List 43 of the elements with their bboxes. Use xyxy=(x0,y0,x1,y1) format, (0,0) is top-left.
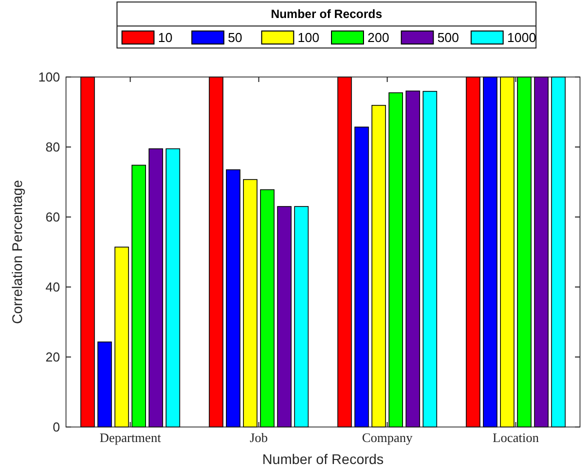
legend-label: 50 xyxy=(228,30,242,45)
bar xyxy=(294,206,309,428)
y-axis-title: Correlation Percentage xyxy=(9,180,25,324)
bar xyxy=(132,164,146,428)
bar xyxy=(277,206,292,428)
bar xyxy=(388,92,404,428)
bar xyxy=(534,76,549,428)
bar xyxy=(500,76,514,428)
bar xyxy=(337,76,352,428)
bar xyxy=(551,76,566,428)
x-tick-label: Department xyxy=(100,430,162,445)
bar xyxy=(422,90,438,428)
legend-label: 1000 xyxy=(507,30,536,45)
y-tick-label: 40 xyxy=(46,280,60,295)
bar xyxy=(97,342,112,428)
x-tick-label: Location xyxy=(492,430,540,445)
legend-title: Number of Records xyxy=(270,7,382,21)
legend-label: 500 xyxy=(437,30,460,45)
legend-label: 10 xyxy=(158,30,172,45)
y-tick-label: 60 xyxy=(46,210,60,225)
bar xyxy=(80,76,95,428)
bar xyxy=(226,169,240,428)
x-axis-title: Number of Records xyxy=(262,451,384,467)
y-tick-label: 80 xyxy=(46,140,60,155)
bar xyxy=(148,148,164,428)
y-tick-label: 100 xyxy=(38,70,60,85)
bar xyxy=(208,76,224,428)
bar xyxy=(482,76,498,428)
bar xyxy=(517,76,532,428)
x-tick-label: Job xyxy=(250,430,268,445)
bar xyxy=(260,189,275,428)
legend-label: 200 xyxy=(368,30,390,45)
bar xyxy=(371,104,386,428)
bar xyxy=(166,148,180,428)
bar xyxy=(114,246,129,428)
bar xyxy=(466,76,480,428)
legend-label: 100 xyxy=(298,30,320,45)
bar xyxy=(406,90,420,428)
y-tick-label: 20 xyxy=(46,350,60,365)
bar xyxy=(242,179,258,428)
y-tick-label: 0 xyxy=(52,420,60,435)
bar xyxy=(354,126,369,428)
x-tick-label: Company xyxy=(362,430,414,445)
